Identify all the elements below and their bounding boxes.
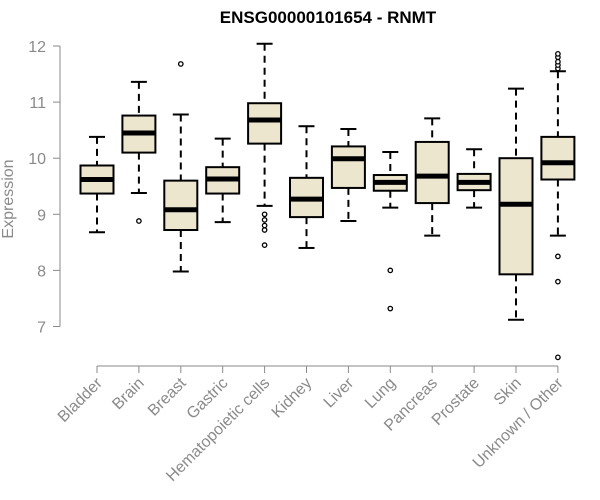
outlier-point xyxy=(177,61,184,67)
iqr-box xyxy=(247,102,283,145)
x-tick-label: Bladder xyxy=(55,374,106,425)
box-group xyxy=(414,117,450,237)
outlier-point xyxy=(261,242,268,249)
x-tick-label: Liver xyxy=(321,374,358,411)
outlier-point xyxy=(261,227,268,233)
chart-title: ENSG00000101654 - RNMT xyxy=(220,8,437,27)
iqr-box xyxy=(330,145,366,189)
y-tick-label: 7 xyxy=(37,320,46,337)
box-group xyxy=(121,80,157,224)
outlier-point xyxy=(387,305,394,312)
x-tick-label: Skin xyxy=(491,375,525,409)
outlier-point xyxy=(261,222,268,229)
y-tick-label: 12 xyxy=(28,39,46,56)
iqr-box xyxy=(498,157,534,276)
boxes-layer xyxy=(79,42,576,361)
outlier-point xyxy=(555,278,561,285)
outlier-point xyxy=(261,217,268,223)
outlier-point xyxy=(136,218,142,224)
y-tick-label: 10 xyxy=(28,151,46,168)
box-group xyxy=(289,125,324,249)
y-tick-label: 11 xyxy=(29,95,46,112)
outlier-point xyxy=(555,253,561,260)
outlier-point xyxy=(555,354,561,361)
outlier-point xyxy=(555,58,561,65)
box-group xyxy=(247,42,283,249)
x-tick-label: Brain xyxy=(109,375,147,413)
iqr-box xyxy=(163,179,199,232)
iqr-box xyxy=(414,140,450,205)
y-axis-title: Expression xyxy=(0,159,17,238)
x-tick-label: Kidney xyxy=(269,375,316,422)
x-tick-label: Breast xyxy=(145,374,190,419)
y-tick-label: 8 xyxy=(37,263,46,280)
box-group xyxy=(79,135,115,234)
box-group xyxy=(498,87,534,321)
box-group xyxy=(205,137,241,224)
box-group xyxy=(372,151,408,312)
outlier-point xyxy=(387,267,394,274)
box-group xyxy=(456,148,492,209)
y-tick-label: 9 xyxy=(37,207,46,224)
y-axis: 7 8 9 10 11 12 xyxy=(28,39,61,337)
outlier-point xyxy=(261,211,268,218)
box-group xyxy=(163,61,199,273)
iqr-box xyxy=(540,135,576,181)
box-group xyxy=(330,128,366,223)
x-tick-label: Lung xyxy=(362,375,399,412)
box-group xyxy=(540,51,576,361)
outlier-point xyxy=(555,51,561,57)
